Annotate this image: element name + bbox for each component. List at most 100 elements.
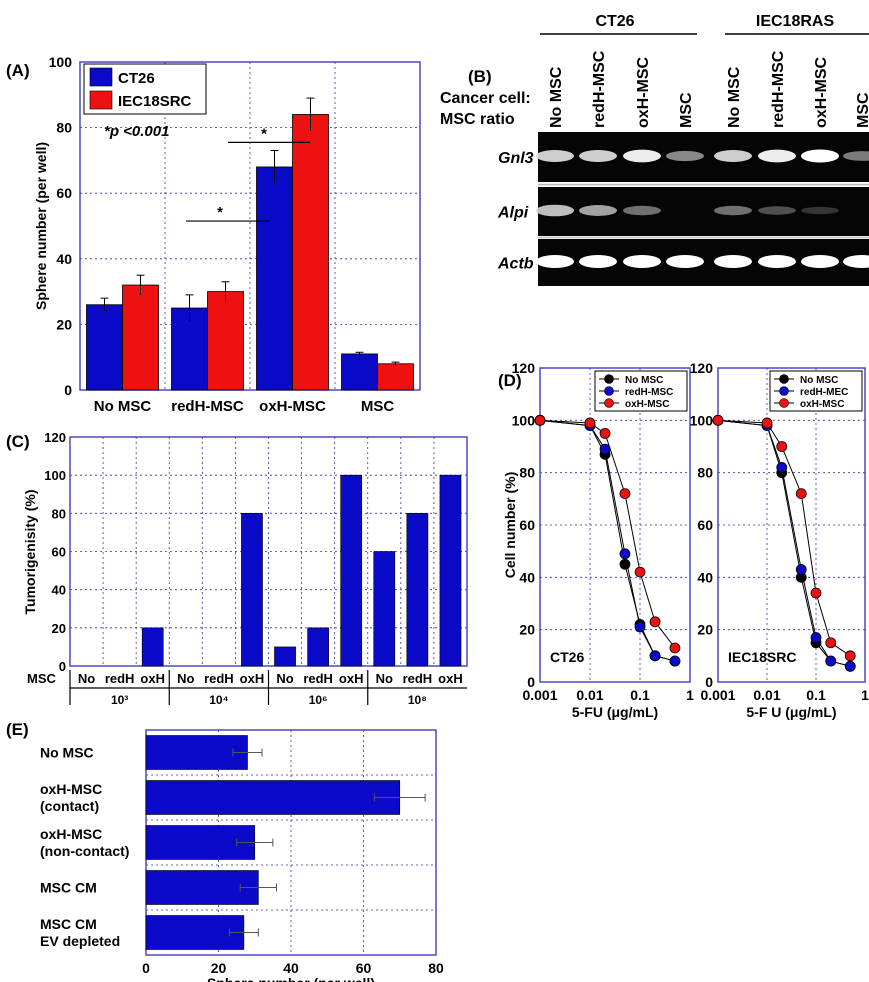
x-tick-label: 0.01 [576, 687, 603, 703]
bar-label: oxH [240, 671, 265, 686]
bar [145, 735, 248, 770]
x-tick-label: 0.01 [753, 687, 780, 703]
y-tick-label: 100 [49, 54, 73, 70]
y-tick-label: 20 [519, 622, 535, 638]
x-category-label: oxH-MSC [259, 398, 326, 415]
bar [241, 513, 263, 667]
panel-inner-label: CT26 [550, 649, 584, 665]
significance-star: * [261, 125, 267, 142]
data-point [634, 621, 646, 633]
panel-a-sphere-bar-chart: 0 20 40 60 80 100 No MSC redH-MSC oxH-MSC MSC Sphe… [33, 54, 421, 415]
data-point [795, 564, 807, 575]
x-category-label: No MSC [94, 398, 152, 415]
x-axis-label: 5-FU (μg/mL) [572, 704, 658, 720]
legend: CT26 IEC18SRC [83, 63, 207, 115]
bar [406, 513, 429, 667]
bar-iec18src [292, 114, 329, 391]
x-tick-label: 0.1 [630, 687, 650, 703]
data-point [669, 642, 681, 654]
data-point [619, 558, 631, 570]
y-tick-label: 40 [519, 569, 535, 585]
y-tick-label: 20 [697, 622, 713, 638]
data-point [599, 428, 611, 439]
legend-label: CT26 [118, 70, 155, 87]
data-point [649, 616, 661, 628]
gel-band [714, 150, 752, 162]
bar [307, 627, 329, 667]
legend-swatch [89, 90, 113, 110]
y-category-label: No MSC [40, 745, 94, 761]
x-axis-label: Sphere number (per well) [207, 975, 375, 982]
data-point [776, 441, 788, 452]
gel-band [758, 206, 796, 215]
gel-band [801, 149, 839, 163]
row-header: MSC ratio [440, 111, 515, 128]
y-category-label: (contact) [40, 798, 99, 814]
y-tick-label: 20 [56, 316, 72, 332]
data-point [825, 655, 837, 667]
gel-band [536, 204, 574, 217]
data-point [649, 650, 661, 662]
bar-label: oxH [339, 671, 364, 686]
gel-band [623, 149, 661, 163]
x-tick-label: 1 [686, 687, 694, 703]
lane-label: oxH-MSC [813, 56, 830, 128]
gel-band [579, 255, 617, 268]
y-tick-label: 60 [519, 517, 535, 533]
group-label: 10⁶ [309, 693, 328, 707]
legend-label: redH-MEC [800, 387, 848, 398]
x-tick-label: 0 [142, 960, 150, 976]
bar [141, 627, 164, 667]
y-axis-label: Tumorigenisity (%) [22, 490, 38, 615]
bar-label: redH [303, 671, 333, 686]
y-tick-label: 40 [697, 569, 713, 585]
gel-band [536, 150, 574, 162]
gel-band [758, 149, 796, 163]
gene-label: Alpi [497, 205, 529, 222]
y-category-label: oxH-MSC [40, 826, 102, 842]
data-point [776, 462, 788, 473]
data-point [534, 414, 546, 426]
data-point [584, 417, 596, 429]
gel-band [801, 206, 839, 215]
bar-label: No [376, 671, 393, 686]
data-point [844, 650, 856, 662]
y-tick-label: 0 [59, 659, 66, 674]
data-point [810, 587, 822, 599]
row-header: Cancer cell: [440, 90, 531, 107]
lane-label: MSC [678, 92, 695, 128]
bar-iec18src [377, 363, 414, 391]
data-point [795, 488, 807, 500]
legend-marker [779, 374, 789, 384]
data-point [761, 417, 773, 429]
data-point [712, 414, 724, 426]
data-point [619, 548, 631, 560]
lane-label: No MSC [548, 66, 565, 128]
bar-label: redH [204, 671, 234, 686]
x-tick-label: 60 [356, 960, 372, 976]
bar-ct26 [256, 166, 293, 391]
panel-label-b: (B) [468, 67, 492, 86]
bar [145, 915, 245, 950]
data-point [844, 660, 856, 672]
gel-band [623, 255, 661, 268]
y-category-label: MSC CM [40, 880, 97, 896]
gel-band [801, 255, 839, 268]
gel-band [843, 255, 869, 268]
data-point [669, 655, 681, 667]
gel-band [758, 255, 796, 268]
gel-band [666, 150, 704, 162]
x-category-label: MSC [361, 398, 395, 415]
panel-label-e: (E) [6, 720, 29, 739]
data-point [825, 637, 837, 649]
y-tick-label: 100 [44, 468, 66, 483]
y-category-label: (non-contact) [40, 843, 129, 859]
y-tick-label: 0 [527, 674, 535, 690]
y-axis-label: Cell number (%) [502, 472, 518, 579]
x-tick-label: 80 [428, 960, 444, 976]
bar-label: No [78, 671, 95, 686]
significance-star: * [217, 204, 223, 221]
x-tick-label: 0.1 [806, 687, 826, 703]
